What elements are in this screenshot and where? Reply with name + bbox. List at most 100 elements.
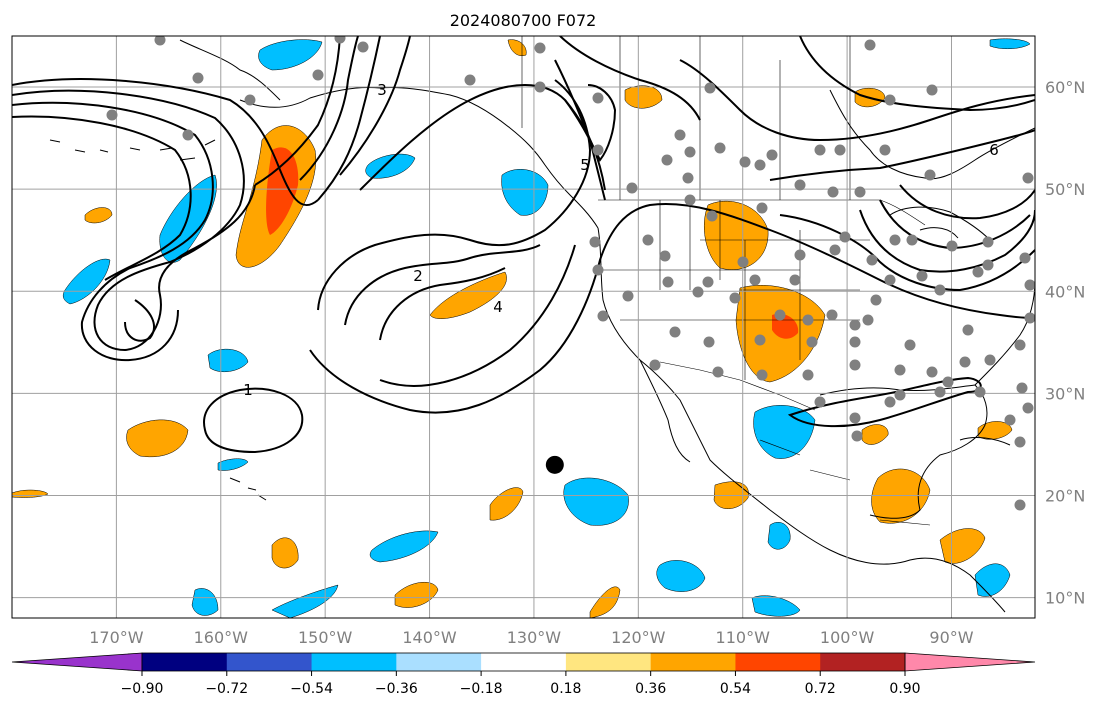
shade-neg-13: [191, 588, 219, 616]
shade-neg-6: [563, 477, 629, 526]
station-dot: [934, 386, 946, 398]
station-dot: [806, 336, 818, 348]
station-dot: [904, 339, 916, 351]
shade-neg-8: [369, 530, 439, 563]
lon-tick-label: 90°W: [929, 628, 973, 647]
shade-neg-14: [271, 584, 339, 618]
contour-line: [379, 267, 506, 341]
station-dot: [754, 334, 766, 346]
station-dot: [802, 369, 814, 381]
lon-tick-label: 130°W: [507, 628, 562, 647]
map-frame: [11, 35, 1036, 619]
station-dot: [1022, 172, 1034, 184]
lat-tick-label: 50°N: [1045, 180, 1085, 199]
shade-pos-yucatan: [871, 468, 931, 524]
station-dot: [1024, 279, 1035, 291]
station-dot: [622, 290, 634, 302]
colorbar-tick-label: 0.90: [889, 681, 920, 697]
station-dot: [357, 41, 369, 53]
station-dot: [879, 144, 891, 156]
contour-line: [339, 36, 411, 176]
contour-labels: 1 2 3 4 5 6: [243, 81, 999, 399]
station-dot: [814, 144, 826, 156]
contour-line: [787, 376, 982, 428]
shade-pos-hawaii-west: [126, 419, 189, 458]
station-dot: [849, 336, 861, 348]
station-dot: [692, 286, 704, 298]
station-dot: [749, 274, 761, 286]
shade-neg-7: [753, 405, 816, 459]
colorbar-swatch: [820, 653, 906, 671]
location-marker: [545, 455, 564, 474]
contour-line: [899, 184, 1035, 220]
lat-tick-label: 20°N: [1045, 486, 1085, 505]
station-dot: [737, 256, 749, 268]
shade-pos-small1: [84, 207, 113, 224]
station-dot: [829, 244, 841, 256]
lat-tick-label: 10°N: [1045, 589, 1085, 608]
station-dot: [849, 359, 861, 371]
contour-line: [559, 36, 701, 121]
station-dot: [926, 84, 938, 96]
station-dot: [592, 144, 604, 156]
map-background: [12, 36, 1035, 618]
station-dot: [706, 210, 718, 222]
station-dot: [589, 236, 601, 248]
lon-tick-label: 140°W: [402, 628, 457, 647]
colorbar-swatch: [904, 652, 1036, 672]
shade-neg-3: [258, 39, 323, 71]
station-dot: [789, 274, 801, 286]
station-dot: [674, 129, 686, 141]
latitude-ticks: 60°N 50°N 40°N 30°N 20°N 10°N: [1045, 78, 1085, 608]
station-dot: [106, 109, 118, 121]
coastlines: [49, 39, 1035, 613]
lat-tick-label: 60°N: [1045, 78, 1085, 97]
station-dot: [597, 310, 609, 322]
station-dot: [946, 240, 958, 252]
station-dot: [703, 336, 715, 348]
coast-gulf: [819, 384, 988, 519]
station-dot: [702, 276, 714, 288]
station-dot: [312, 69, 324, 81]
station-dot: [182, 129, 194, 141]
station-dot: [802, 314, 814, 326]
shade-neg-9: [656, 560, 706, 592]
station-dot: [926, 366, 938, 378]
contour-line: [12, 115, 192, 281]
colorbar-tick-label: −0.90: [121, 681, 164, 697]
colorbar-swatch: [735, 653, 821, 671]
station-dot: [916, 270, 928, 282]
station-dot: [982, 259, 994, 271]
lon-tick-label: 170°W: [89, 628, 144, 647]
station-dot: [959, 356, 971, 368]
contour-line: [317, 36, 381, 201]
station-dot: [669, 326, 681, 338]
colorbar-swatch: [481, 653, 567, 671]
station-dot: [464, 74, 476, 86]
coast-eastcoast: [974, 279, 1035, 386]
contour-line: [124, 299, 155, 342]
colorbar-swatch: [226, 653, 313, 671]
colorbar-swatch: [311, 653, 397, 671]
station-dot: [839, 231, 851, 243]
station-dot: [334, 36, 346, 44]
shade-pos-florida: [977, 421, 1013, 440]
station-dot: [884, 94, 896, 106]
contour-line: [379, 244, 576, 387]
station-dot: [849, 412, 861, 424]
shade-neg-15: [751, 595, 801, 617]
station-dot: [1014, 499, 1026, 511]
colorbar-frame: [141, 652, 906, 672]
colorbar-tick-label: 0.54: [720, 681, 751, 697]
colorbar-tick-label: −0.18: [460, 681, 503, 697]
station-dot: [154, 36, 166, 46]
station-dot: [864, 39, 876, 51]
station-dot: [794, 179, 806, 191]
shade-pos-tropics3: [271, 537, 299, 569]
shade-neg-10: [207, 348, 249, 373]
colorbar-tick-label: 0.72: [805, 681, 836, 697]
station-dot: [712, 366, 724, 378]
station-dot: [626, 182, 638, 194]
colorbar-tick-label: −0.72: [205, 681, 248, 697]
station-dot: [754, 159, 766, 171]
